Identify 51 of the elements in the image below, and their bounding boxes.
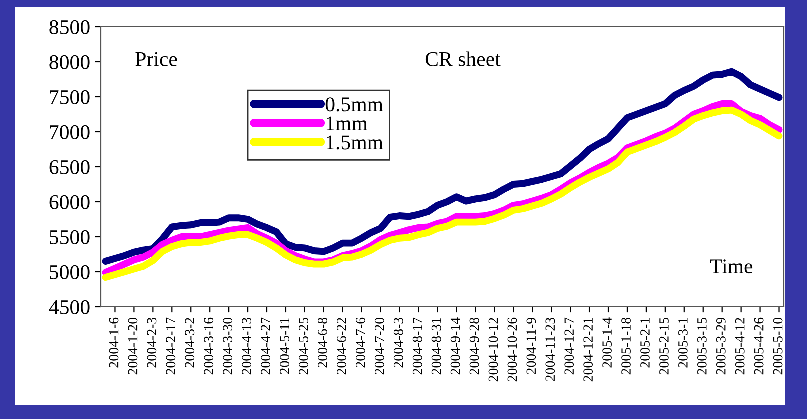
x-tick-label: 2004-11-23	[546, 318, 556, 382]
y-tick-label: 7000	[50, 125, 90, 140]
y-axis-title: Price	[136, 52, 178, 66]
x-tick-label: 2004-7-20	[374, 318, 384, 375]
x-tick-label: 2004-5-25	[299, 318, 308, 375]
x-tick-label: 2004-3-16	[204, 318, 214, 375]
x-tick-label: 2004-3-30	[223, 318, 233, 375]
y-tick-label: 5000	[50, 265, 90, 280]
x-tick-label: 2004-6-8	[318, 318, 328, 368]
x-tick-label: 2004-2-3	[147, 318, 157, 368]
x-tick-label: 2004-10-26	[508, 318, 518, 382]
x-tick-label: 2005-1-18	[622, 318, 631, 375]
x-tick-label: 2004-7-6	[356, 318, 366, 368]
y-tick-label: 8500	[50, 20, 90, 34]
x-tick-label: 2005-3-1	[678, 318, 688, 368]
x-tick-label: 2004-2-17	[166, 318, 176, 375]
legend-label: 1.5mm	[326, 136, 384, 150]
x-tick-label: 2004-6-22	[337, 318, 346, 375]
x-tick-label: 2005-4-12	[735, 318, 745, 375]
x-tick-label: 2004-12-7	[564, 318, 574, 375]
x-axis-title: Time	[710, 260, 753, 274]
y-tick-label: 6500	[50, 160, 90, 174]
x-tick-label: 2005-2-1	[640, 318, 650, 368]
x-tick-label: 2005-5-10	[773, 318, 783, 375]
x-tick-label: 2004-8-3	[394, 318, 404, 368]
x-tick-label: 2004-9-28	[470, 318, 480, 375]
x-tick-label: 2004-10-12	[488, 318, 498, 382]
x-tick-label: 2004-12-21	[584, 318, 594, 382]
x-tick-label: 2005-2-15	[660, 318, 669, 375]
x-tick-label: 2004-9-14	[450, 318, 460, 375]
y-tick-label: 7500	[50, 90, 90, 104]
x-tick-label: 2004-1-20	[128, 318, 138, 375]
y-tick-label: 8000	[50, 55, 90, 70]
x-tick-label: 2005-1-4	[602, 318, 612, 368]
x-tick-label: 2004-11-9	[526, 318, 536, 374]
legend-label: 0.5mm	[326, 98, 384, 112]
y-tick-label: 5500	[50, 230, 90, 244]
x-tick-label: 2005-4-26	[754, 318, 764, 375]
x-tick-label: 2004-1-6	[109, 318, 119, 368]
x-tick-label: 2004-3-2	[185, 318, 195, 368]
x-tick-label: 2005-3-15	[697, 318, 707, 375]
x-tick-label: 2004-8-31	[432, 318, 442, 375]
y-tick-label: 6000	[50, 195, 90, 210]
y-tick-label: 4500	[49, 300, 90, 314]
legend-label: 1mm	[326, 116, 368, 130]
x-tick-label: 2004-5-11	[280, 318, 290, 374]
x-tick-label: 2004-4-13	[242, 318, 252, 375]
x-tick-label: 2004-8-17	[412, 318, 422, 375]
text: CR sheet	[426, 52, 501, 66]
x-tick-label: 2004-4-27	[261, 318, 270, 375]
x-tick-label: 2005-3-29	[716, 318, 726, 375]
